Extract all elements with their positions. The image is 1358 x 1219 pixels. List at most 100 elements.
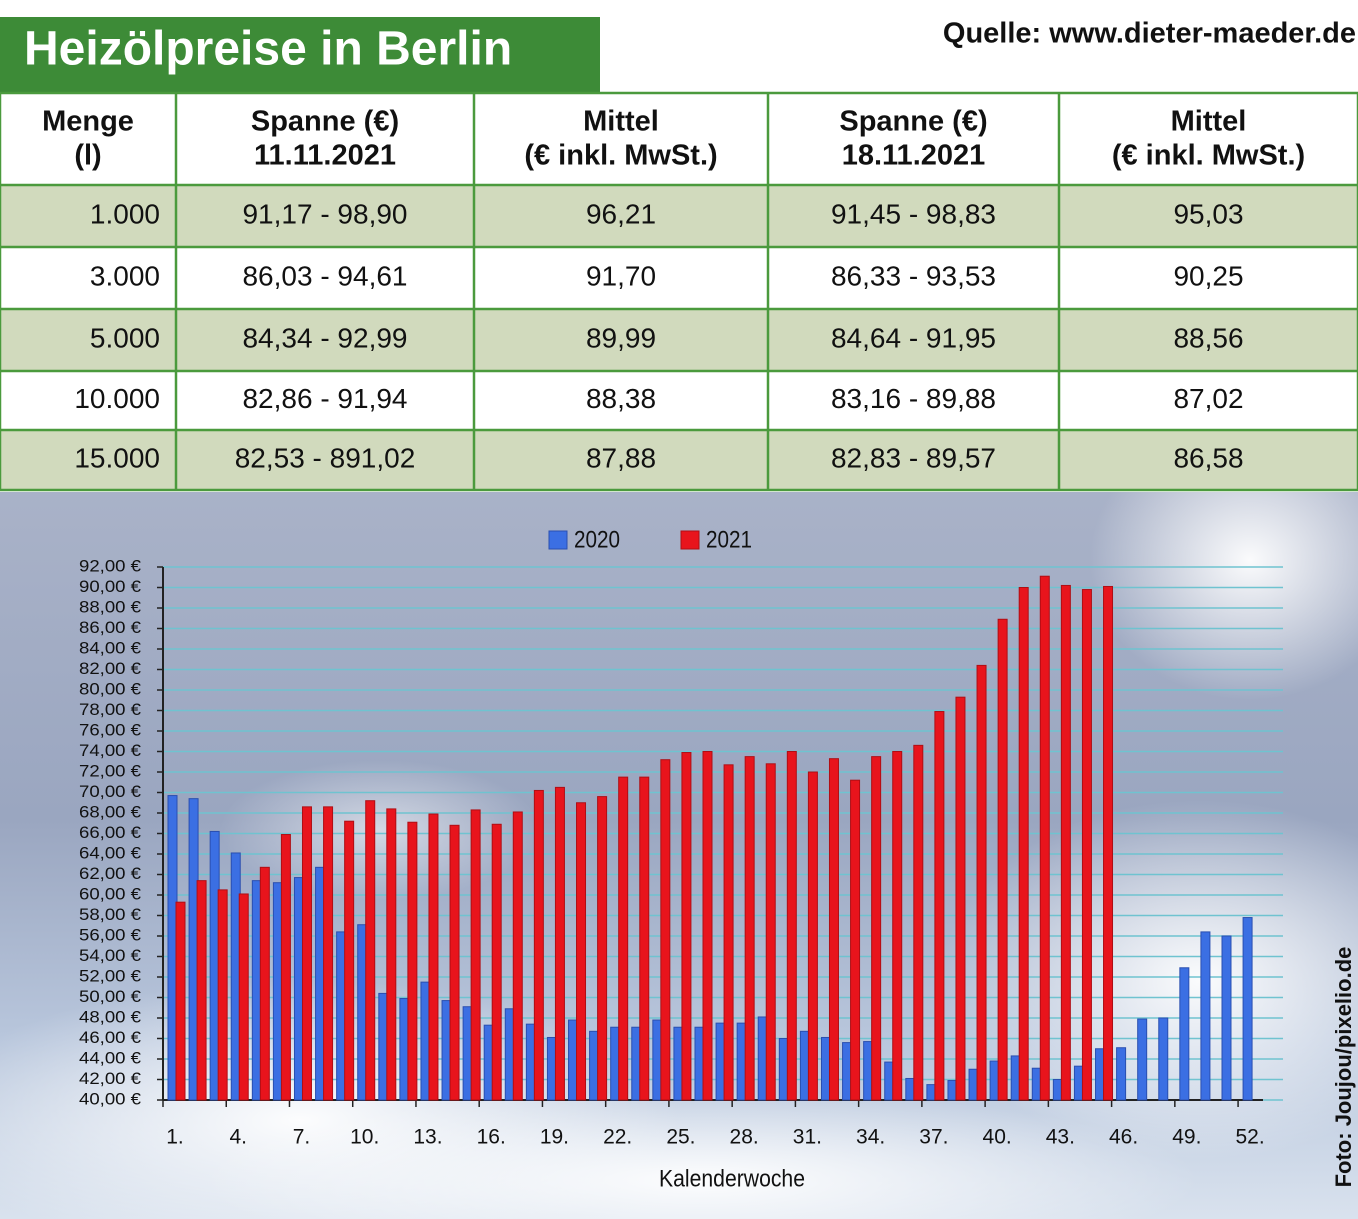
bar xyxy=(301,806,312,1101)
table-cell: 82,86 - 91,94 xyxy=(242,383,407,414)
table-cell: 82,83 - 89,57 xyxy=(831,442,996,473)
bar xyxy=(428,813,439,1101)
bar xyxy=(723,764,734,1101)
bar xyxy=(1179,967,1190,1101)
y-tick-label: 86,00 € xyxy=(79,618,142,637)
x-tick-label: 28. xyxy=(730,1126,759,1149)
y-tick-label: 62,00 € xyxy=(79,864,142,883)
table-row xyxy=(0,185,1358,247)
table-cell: 91,70 xyxy=(586,260,656,291)
legend-swatch xyxy=(548,530,568,550)
legend-label: 2020 xyxy=(574,526,620,553)
x-tick-label: 4. xyxy=(229,1126,247,1149)
column-header: Mittel xyxy=(1171,106,1247,138)
x-tick-label: 16. xyxy=(477,1126,506,1149)
table-cell: 10.000 xyxy=(74,383,160,414)
x-tick-label: 1. xyxy=(166,1126,184,1149)
bar xyxy=(512,811,523,1101)
table-cell: 86,03 - 94,61 xyxy=(242,260,407,291)
x-axis-title: Kalenderwoche xyxy=(659,1165,805,1192)
y-tick-label: 66,00 € xyxy=(79,823,142,842)
y-tick-label: 80,00 € xyxy=(79,679,142,698)
bar xyxy=(660,759,671,1101)
bar xyxy=(765,763,776,1101)
bar xyxy=(850,779,861,1101)
y-tick-label: 52,00 € xyxy=(79,966,142,985)
x-tick-label: 10. xyxy=(350,1126,379,1149)
y-tick-label: 70,00 € xyxy=(79,782,142,801)
table-cell: 88,56 xyxy=(1173,322,1243,353)
bar xyxy=(618,776,629,1101)
y-tick-label: 68,00 € xyxy=(79,802,142,821)
x-tick-label: 13. xyxy=(413,1126,442,1149)
table-cell: 84,34 - 92,99 xyxy=(242,322,407,353)
title: Heizölpreise in Berlin xyxy=(24,23,512,76)
bar xyxy=(828,758,839,1101)
column-header: Menge xyxy=(42,106,134,138)
bar xyxy=(639,776,650,1101)
bar xyxy=(997,618,1008,1101)
table-cell: 88,38 xyxy=(586,383,656,414)
y-tick-label: 42,00 € xyxy=(79,1069,142,1088)
bar xyxy=(807,771,818,1101)
y-tick-label: 92,00 € xyxy=(79,556,142,575)
bar xyxy=(681,752,692,1101)
table-cell: 15.000 xyxy=(74,442,160,473)
y-tick-label: 60,00 € xyxy=(79,884,142,903)
table-cell: 96,21 xyxy=(586,198,656,229)
bar xyxy=(597,796,608,1101)
bar xyxy=(280,834,291,1101)
column-header: (€ inkl. MwSt.) xyxy=(1112,140,1305,172)
table-cell: 86,33 - 93,53 xyxy=(831,260,996,291)
bar xyxy=(407,821,418,1101)
x-tick-label: 43. xyxy=(1046,1126,1075,1149)
table-cell: 86,58 xyxy=(1173,442,1243,473)
y-tick-label: 54,00 € xyxy=(79,946,142,965)
y-tick-label: 88,00 € xyxy=(79,597,142,616)
bar xyxy=(386,808,397,1101)
y-tick-label: 58,00 € xyxy=(79,905,142,924)
column-header: (€ inkl. MwSt.) xyxy=(524,140,717,172)
table-row xyxy=(0,247,1358,309)
bar xyxy=(576,802,587,1101)
table-row xyxy=(0,430,1358,490)
bar xyxy=(1242,917,1253,1101)
legend-swatch xyxy=(680,530,700,550)
table-cell: 5.000 xyxy=(90,322,160,353)
x-tick-label: 7. xyxy=(293,1126,311,1149)
x-tick-label: 22. xyxy=(603,1126,632,1149)
bar xyxy=(1221,935,1232,1101)
y-tick-label: 64,00 € xyxy=(79,843,142,862)
table-cell: 91,17 - 98,90 xyxy=(242,198,407,229)
bar xyxy=(449,824,460,1101)
bar xyxy=(1137,1018,1148,1101)
y-tick-label: 44,00 € xyxy=(79,1048,142,1067)
x-tick-label: 31. xyxy=(793,1126,822,1149)
x-tick-label: 40. xyxy=(983,1126,1012,1149)
bar xyxy=(871,756,882,1101)
table-cell: 95,03 xyxy=(1173,198,1243,229)
cloud xyxy=(220,760,540,900)
table-cell: 3.000 xyxy=(90,260,160,291)
bar xyxy=(365,800,376,1101)
legend-label: 2021 xyxy=(706,526,752,553)
y-tick-label: 48,00 € xyxy=(79,1007,142,1026)
bar xyxy=(533,789,544,1101)
y-tick-label: 82,00 € xyxy=(79,659,142,678)
bar xyxy=(1018,587,1029,1101)
bar xyxy=(892,751,903,1101)
y-tick-label: 46,00 € xyxy=(79,1028,142,1047)
column-header: (l) xyxy=(74,140,101,172)
table-cell: 87,02 xyxy=(1173,383,1243,414)
bar xyxy=(702,751,713,1101)
bar xyxy=(1103,585,1114,1101)
bar xyxy=(238,893,249,1101)
cloud xyxy=(200,1090,1200,1219)
y-tick-label: 74,00 € xyxy=(79,741,142,760)
bar xyxy=(955,696,966,1101)
bar xyxy=(1158,1017,1169,1101)
source: Quelle: www.dieter-maeder.de xyxy=(943,18,1356,50)
table-cell: 87,88 xyxy=(586,442,656,473)
